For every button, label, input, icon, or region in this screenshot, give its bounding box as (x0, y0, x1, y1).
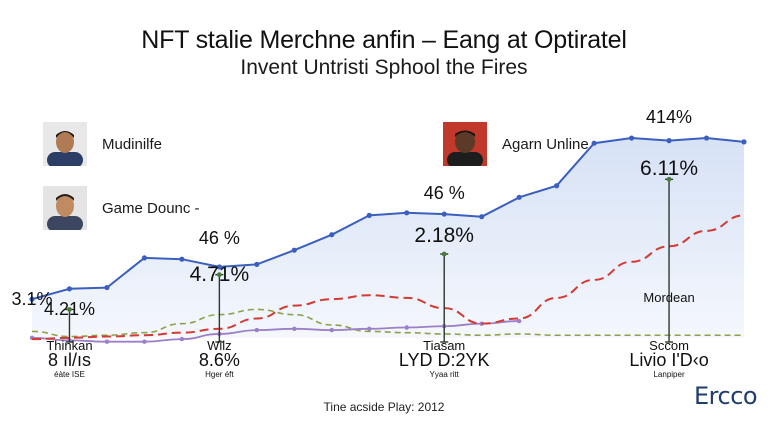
annotation-a5: 46 % (423, 182, 465, 203)
bottom-label-b2-value: 8.6% (198, 350, 240, 370)
annotation-a8: 6.11% (640, 156, 699, 180)
bottom-label-b4-value: Livio I'D‹o (629, 350, 709, 370)
person-2-label: Game Dounc - (102, 200, 200, 217)
bottom-label-b1-value: 8 ıl/ıs (47, 350, 91, 370)
annotation-a1: 3.1% (11, 288, 53, 309)
person-3-portrait-icon (443, 122, 487, 166)
blue-point (141, 255, 148, 261)
avatar-1 (43, 122, 87, 166)
purple-point (516, 318, 522, 324)
purple-point (254, 327, 260, 333)
blue-point (554, 183, 560, 189)
bottom-label-b1-name: Thinkan (46, 338, 93, 353)
dropline-dot-1 (67, 307, 72, 312)
blue-point (404, 210, 410, 216)
bottom-label-b3-note: Yyaa ritt (429, 370, 459, 379)
blue-point (179, 256, 185, 262)
dropline-dot-2 (216, 272, 222, 278)
blue-point (479, 214, 485, 220)
person-1-label: Mudinilfe (102, 136, 163, 153)
blue-point (366, 212, 372, 218)
blue-point (516, 194, 522, 200)
blue-point (29, 296, 35, 302)
bottom-label-b4-name: Sccom (649, 338, 689, 353)
purple-series-line (31, 320, 520, 343)
purple-point (292, 326, 297, 331)
purple-point (104, 339, 110, 344)
bottom-label-b2-name: Wilz (207, 338, 232, 353)
annotation-a2: 4.21% (43, 298, 95, 319)
blue-point (703, 135, 710, 141)
blue-point (329, 232, 335, 238)
purple-point (479, 321, 484, 326)
blue-series-line (31, 136, 745, 301)
purple-point (367, 326, 372, 331)
brand-logo: Ercco (694, 382, 758, 410)
bottom-label-b3-name: Tiasam (423, 338, 466, 353)
person-3-label: Agarn Unline (502, 136, 589, 153)
blue-point (254, 261, 260, 267)
chart-title: NFT stalie Merchne anfin – Eang at Optir… (141, 26, 627, 54)
annotation-a9: Mordean (643, 290, 695, 306)
annotation-a7: 414% (646, 106, 693, 127)
purple-point (142, 339, 147, 344)
blue-point (104, 284, 110, 291)
chart-subtitle: Invent Untristi Sphool the Fires (240, 56, 528, 79)
blue-point (66, 286, 73, 292)
blue-area-fill (32, 138, 744, 338)
annotation-a6: 2.18% (414, 224, 474, 247)
person-1-portrait-icon (43, 122, 87, 166)
blue-point (666, 138, 672, 144)
annotation-a4: 4.71% (189, 262, 250, 286)
green-dashed-series (31, 308, 744, 338)
blue-point (216, 264, 222, 270)
annotation-a3: 46 % (198, 228, 240, 249)
purple-point (329, 327, 334, 333)
blue-point (291, 247, 297, 253)
bottom-label-b1-note: éàte ISE (54, 370, 85, 379)
blue-point (741, 139, 747, 145)
caption-footer: Tine acside Play: 2012 (323, 400, 445, 414)
avatar-2 (43, 186, 87, 230)
blue-point (628, 135, 635, 141)
dropline-dot-4 (666, 176, 672, 182)
person-2-portrait-icon (43, 186, 87, 230)
blue-point (591, 140, 597, 146)
bottom-label-b2-note: Hger éft (205, 370, 234, 379)
dropline-dot-3 (441, 251, 447, 257)
bottom-label-b4-note: Lanpiper (653, 370, 685, 379)
red-dashed-series (31, 214, 745, 341)
purple-point (404, 325, 409, 330)
blue-point (441, 211, 447, 217)
avatar-3 (443, 122, 487, 166)
bottom-label-b3-value: LYD D:2YK (398, 350, 490, 370)
purple-point (179, 336, 185, 342)
